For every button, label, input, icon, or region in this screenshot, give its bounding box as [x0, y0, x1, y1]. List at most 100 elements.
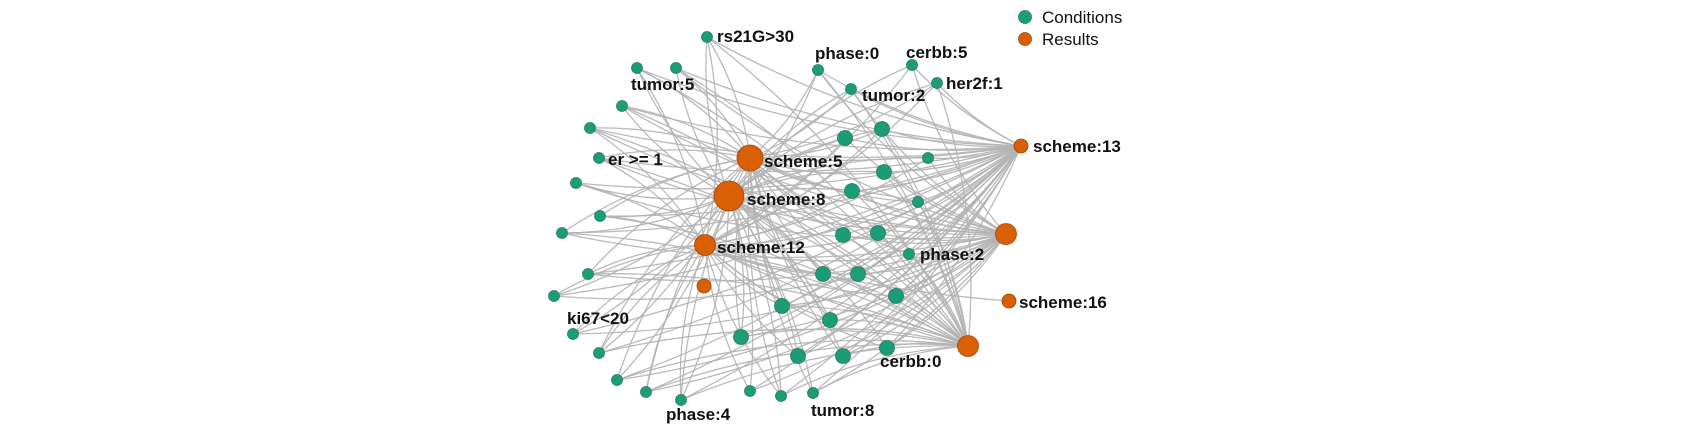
edge — [616, 195, 730, 381]
edge — [704, 128, 883, 246]
edge — [728, 195, 897, 297]
edge — [936, 82, 1022, 147]
result-node — [694, 234, 716, 256]
condition-node — [931, 77, 943, 89]
edge — [572, 195, 730, 335]
edge — [645, 244, 706, 393]
edge — [917, 201, 969, 347]
edge — [883, 171, 969, 347]
edge — [740, 233, 1007, 338]
edge — [589, 127, 706, 246]
node-label-cerbb5: cerbb:5 — [906, 43, 967, 62]
edge — [728, 195, 745, 338]
condition-node — [570, 177, 582, 189]
edge — [728, 195, 782, 397]
edge — [704, 244, 969, 347]
edge — [704, 232, 879, 250]
edge — [728, 88, 852, 197]
edge — [886, 233, 1007, 349]
result-node — [995, 223, 1017, 245]
result-node — [696, 278, 712, 294]
condition-node — [835, 227, 851, 243]
edge — [587, 244, 706, 275]
edge — [749, 88, 852, 159]
edge — [728, 195, 831, 321]
edge — [749, 157, 879, 234]
node-label-scheme13: scheme:13 — [1033, 137, 1121, 156]
edge — [781, 145, 1022, 307]
condition-node — [548, 290, 560, 302]
edge — [728, 187, 919, 203]
node-label-ki67: ki67<20 — [567, 309, 629, 328]
edge — [797, 145, 1022, 357]
edge — [704, 244, 782, 397]
edge — [749, 145, 1022, 162]
edge — [857, 145, 1022, 275]
node-label-phase4: phase:4 — [666, 405, 731, 424]
edge — [704, 157, 929, 246]
edge — [679, 244, 706, 401]
condition-node — [611, 374, 623, 386]
edge — [553, 195, 730, 297]
edge — [817, 69, 1022, 147]
edge — [636, 67, 730, 197]
edge — [829, 145, 1022, 321]
condition-node — [879, 340, 895, 356]
edge — [589, 127, 969, 347]
edge — [728, 195, 754, 392]
edge — [704, 244, 799, 357]
edge — [857, 273, 969, 347]
edge — [749, 157, 844, 357]
condition-node — [594, 210, 606, 222]
condition-node — [675, 394, 687, 406]
edge — [927, 145, 1022, 159]
node-label-er1: er >= 1 — [608, 150, 663, 169]
node-label-tumor5: tumor:5 — [631, 75, 694, 94]
node-label-scheme16: scheme:16 — [1019, 293, 1107, 312]
condition-node — [815, 266, 831, 282]
condition-node — [906, 59, 918, 71]
condition-node — [870, 225, 886, 241]
edge — [598, 195, 730, 354]
edge — [740, 328, 969, 347]
condition-node — [903, 248, 915, 260]
edge — [881, 128, 1022, 148]
edge — [706, 36, 751, 159]
condition-node — [631, 62, 643, 74]
result-node — [736, 144, 764, 172]
condition-node — [670, 62, 682, 74]
edge — [704, 137, 846, 246]
condition-node — [912, 196, 924, 208]
edge — [877, 232, 969, 347]
node-label-cerbb0: cerbb:0 — [880, 352, 941, 371]
edge — [749, 128, 883, 159]
condition-node — [807, 387, 819, 399]
edge — [812, 233, 1007, 394]
edge — [895, 233, 1007, 297]
edge — [895, 145, 1022, 297]
edge — [704, 244, 751, 392]
condition-node — [733, 329, 749, 345]
edge — [572, 233, 1007, 335]
condition-node — [888, 288, 904, 304]
edge — [575, 145, 1022, 190]
edge — [917, 145, 1022, 203]
edge — [749, 157, 1007, 235]
condition-node — [567, 328, 579, 340]
condition-node — [874, 121, 890, 137]
edge — [728, 82, 938, 197]
legend-results-marker — [1018, 32, 1032, 46]
node-label-scheme5: scheme:5 — [764, 152, 842, 171]
edge — [780, 345, 969, 397]
edge — [857, 233, 1007, 275]
edge — [851, 190, 1007, 235]
edge — [734, 157, 751, 338]
edge — [881, 128, 969, 347]
node-labels: scheme:5 scheme:8 scheme:12 scheme:13 scheme… — [567, 27, 1121, 424]
condition-node — [837, 130, 853, 146]
condition-node — [844, 183, 860, 199]
result-node — [957, 335, 979, 357]
edge — [749, 157, 885, 175]
edge — [598, 157, 751, 354]
edge — [706, 36, 969, 347]
